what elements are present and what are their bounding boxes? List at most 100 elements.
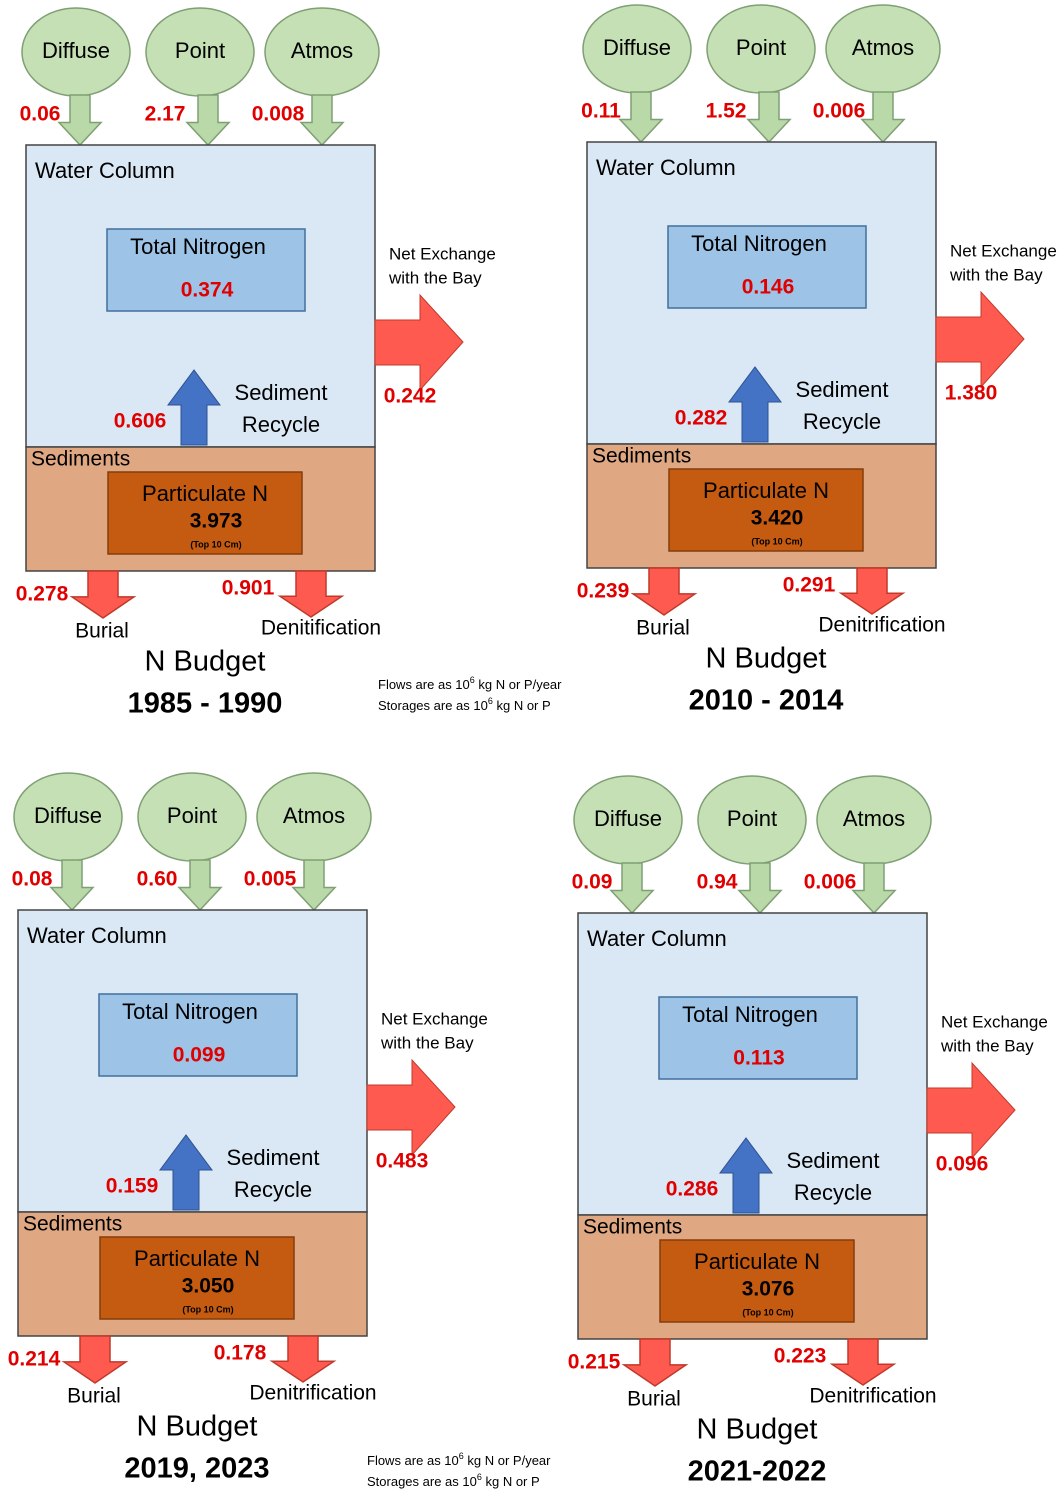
exchange-arrow (374, 293, 464, 392)
denitrification-label: Denitrification (249, 1382, 376, 1405)
burial-arrow (61, 1335, 129, 1384)
total-nitrogen-box (106, 228, 306, 312)
units-note: Flows are as 106 kg N or P/year (378, 675, 562, 692)
recycle-label: Recycle (234, 1177, 312, 1202)
denitrification-arrow (838, 567, 906, 615)
particulate-box (668, 468, 864, 552)
inflow-value: 1.52 (706, 100, 747, 123)
units-note-exponent: 6 (459, 1451, 464, 1461)
particulate-note: (Top 10 Cm) (190, 539, 241, 549)
recycle-arrow (728, 366, 782, 443)
units-note-part: kg N or P (493, 698, 551, 713)
source-label: Point (175, 38, 225, 63)
particulate-label: Particulate N (694, 1249, 820, 1274)
inflow-arrow (746, 91, 792, 144)
total-nitrogen-label: Total Nitrogen (682, 1002, 818, 1027)
burial-value: 0.214 (8, 1348, 61, 1371)
burial-value: 0.239 (577, 580, 630, 603)
units-note-exponent: 6 (470, 675, 475, 685)
inflow-value: 0.006 (813, 100, 866, 123)
burial-label: Burial (627, 1388, 681, 1411)
units-note-part: kg N or P/year (464, 1453, 551, 1468)
units-note-part: Flows are as 10 (367, 1453, 459, 1468)
source-label: Atmos (283, 803, 345, 828)
burial-label: Burial (75, 620, 129, 643)
panel-title: N Budget (706, 643, 827, 675)
total-nitrogen-label: Total Nitrogen (122, 999, 258, 1024)
panel-title: N Budget (137, 1411, 258, 1443)
particulate-value: 3.076 (742, 1278, 795, 1301)
panel-period: 2021-2022 (688, 1456, 827, 1488)
particulate-box (99, 1236, 295, 1320)
particulate-label: Particulate N (134, 1246, 260, 1271)
exchange-arrow (366, 1058, 456, 1157)
water-column-label: Water Column (27, 923, 167, 948)
recycle-value: 0.606 (114, 410, 167, 433)
particulate-value: 3.050 (182, 1275, 235, 1298)
exchange-label: with the Bay (949, 265, 1043, 284)
inflow-arrow (57, 94, 103, 147)
units-note: Flows are as 106 kg N or P/year (367, 1451, 551, 1468)
inflow-arrow (851, 862, 897, 915)
sediments-label: Sediments (583, 1216, 682, 1239)
particulate-value: 3.973 (190, 510, 243, 533)
total-nitrogen-label: Total Nitrogen (691, 231, 827, 256)
particulate-label: Particulate N (142, 481, 268, 506)
exchange-label: Net Exchange (389, 244, 496, 263)
inflow-arrow (609, 862, 655, 915)
burial-label: Burial (67, 1385, 121, 1408)
water-column-label: Water Column (35, 158, 175, 183)
panel-title: N Budget (145, 646, 266, 678)
exchange-arrow (935, 290, 1025, 389)
total-nitrogen-box (98, 993, 298, 1077)
exchange-label: with the Bay (940, 1036, 1034, 1055)
exchange-value: 0.242 (384, 385, 437, 408)
inflow-arrow (291, 859, 337, 912)
burial-value: 0.278 (16, 583, 69, 606)
exchange-value: 1.380 (945, 382, 998, 405)
denitrification-arrow (829, 1338, 897, 1386)
units-note-part: Storages are as 10 (367, 1474, 477, 1489)
burial-arrow (621, 1338, 689, 1387)
denitrification-label: Denitrification (809, 1385, 936, 1408)
total-nitrogen-value: 0.099 (173, 1044, 226, 1067)
recycle-label: Recycle (794, 1180, 872, 1205)
panel-period: 1985 - 1990 (128, 688, 283, 720)
exchange-label: with the Bay (380, 1033, 474, 1052)
budget-panel: Diffuse 0.06 Point 2.17 Atmos 0.008 Water Colu… (16, 7, 496, 720)
panel-title: N Budget (697, 1414, 818, 1446)
inflow-value: 0.005 (244, 868, 297, 891)
inflow-arrow (737, 862, 783, 915)
units-note-exponent: 6 (488, 696, 493, 706)
denitrification-arrow (277, 570, 345, 618)
denitrification-arrow (269, 1335, 337, 1383)
burial-arrow (630, 567, 698, 616)
source-label: Point (727, 806, 777, 831)
recycle-label: Sediment (227, 1145, 320, 1170)
source-label: Diffuse (594, 806, 662, 831)
source-label: Atmos (852, 35, 914, 60)
inflow-arrow (177, 859, 223, 912)
denitrification-value: 0.223 (774, 1345, 827, 1368)
water-column-label: Water Column (596, 155, 736, 180)
particulate-box (107, 471, 303, 555)
exchange-value: 0.483 (376, 1150, 429, 1173)
inflow-value: 2.17 (145, 103, 186, 126)
denitrification-label: Denitrification (818, 614, 945, 637)
recycle-value: 0.282 (675, 407, 728, 430)
total-nitrogen-value: 0.146 (742, 276, 795, 299)
particulate-box (659, 1239, 855, 1323)
burial-arrow (69, 570, 137, 619)
source-label: Point (167, 803, 217, 828)
units-note: Storages are as 106 kg N or P (378, 696, 551, 713)
exchange-arrow (926, 1061, 1016, 1160)
units-note-part: kg N or P (482, 1474, 540, 1489)
particulate-note: (Top 10 Cm) (742, 1307, 793, 1317)
inflow-value: 0.09 (572, 871, 613, 894)
recycle-label: Sediment (235, 380, 328, 405)
particulate-value: 3.420 (751, 507, 804, 530)
recycle-arrow (719, 1137, 773, 1214)
particulate-label: Particulate N (703, 478, 829, 503)
units-note-exponent: 6 (477, 1472, 482, 1482)
